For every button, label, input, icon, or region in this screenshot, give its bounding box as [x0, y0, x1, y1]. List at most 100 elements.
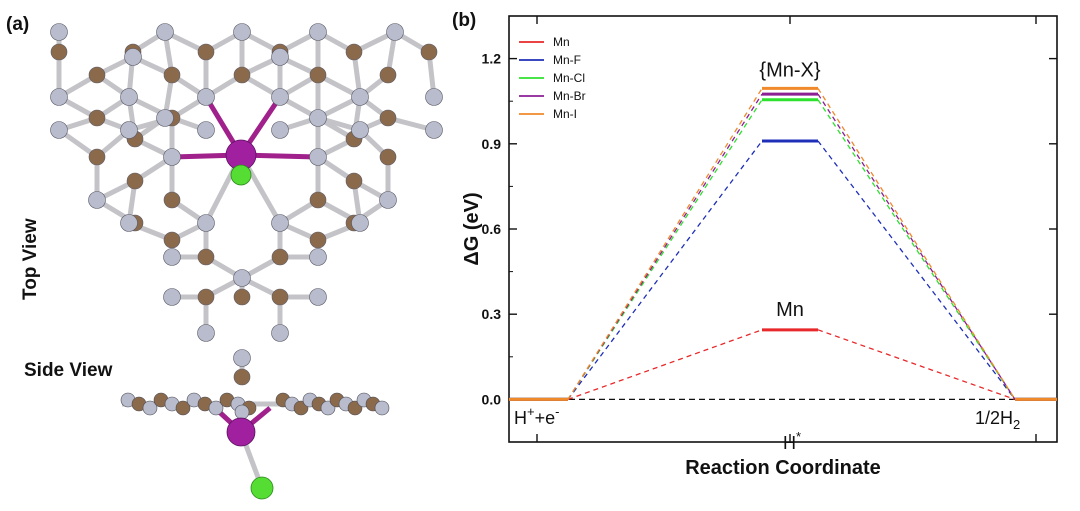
nitrogen-atom — [271, 324, 289, 342]
nitrogen-atom — [309, 23, 327, 41]
nitrogen-atom — [379, 191, 397, 209]
carbon-atom — [379, 148, 397, 166]
nitrogen-atom — [271, 121, 289, 139]
structure-panel: Top View Side View — [20, 23, 443, 500]
side-bond-layer — [122, 401, 383, 489]
annotation-mn: Mn — [776, 299, 804, 321]
series-layer — [509, 86, 1057, 401]
series-mn-i — [509, 86, 1057, 401]
atom-layer — [50, 23, 443, 386]
connector-line — [817, 140, 1016, 400]
carbon-atom — [345, 172, 363, 190]
nitrogen-atom — [233, 349, 251, 367]
carbon-atom — [88, 148, 106, 166]
nitrogen-atom — [120, 121, 138, 139]
y-tick-label: 0.0 — [482, 391, 502, 407]
nitrogen-atom — [156, 23, 174, 41]
legend-label: Mn-Cl — [553, 71, 585, 85]
series-mn-f — [509, 139, 1057, 401]
carbon-atom — [309, 66, 327, 84]
legend-label: Mn-Br — [553, 89, 586, 103]
carbon-atom — [379, 109, 397, 127]
nitrogen-atom — [197, 88, 215, 106]
nitrogen-atom — [50, 88, 68, 106]
nitrogen-atom — [120, 214, 138, 232]
halogen-atom — [230, 164, 252, 186]
y-tick-label: 0.3 — [482, 306, 502, 322]
nitrogen-atom — [271, 48, 289, 66]
y-tick-label: 0.9 — [482, 136, 502, 152]
side-atom-layer — [120, 392, 390, 500]
carbon-atom — [271, 288, 289, 306]
nitrogen-atom — [309, 148, 327, 166]
nitrogen-atom — [163, 288, 181, 306]
series-mn-cl — [509, 98, 1057, 401]
energy-chart: 0.0 0.3 0.6 0.9 1.2 H++e- H* 1/2H2 Mn Mn-F Mn-Cl… — [461, 15, 1058, 479]
connector-line — [817, 88, 1016, 400]
top-view-label: Top View — [20, 218, 41, 300]
side-nitrogen-atom — [142, 400, 158, 416]
legend-label: Mn-I — [553, 107, 577, 121]
carbon-atom — [163, 66, 181, 84]
nitrogen-atom — [88, 191, 106, 209]
panel-a-label: (a) — [6, 14, 29, 35]
nitrogen-atom — [197, 121, 215, 139]
carbon-atom — [309, 231, 327, 249]
carbon-atom — [163, 231, 181, 249]
nitrogen-atom — [120, 88, 138, 106]
nitrogen-atom — [233, 23, 251, 41]
legend: Mn Mn-F Mn-Cl Mn-Br Mn-I — [519, 35, 586, 121]
side-view-structure — [120, 392, 390, 500]
side-halogen-atom — [250, 476, 274, 500]
nitrogen-atom — [163, 148, 181, 166]
side-nitrogen-atom — [208, 400, 224, 416]
x-category-label: 1/2H2 — [975, 408, 1020, 432]
x-category-label: H++e- — [514, 404, 559, 428]
nitrogen-atom — [50, 23, 68, 41]
connector-line — [567, 99, 763, 400]
y-axis-title: ΔG (eV) — [461, 192, 483, 265]
side-view-label: Side View — [24, 360, 113, 381]
nitrogen-atom — [233, 269, 251, 287]
connector-line — [817, 329, 1016, 401]
x-axis: H++e- H* 1/2H2 — [514, 16, 1037, 453]
nitrogen-atom — [351, 214, 369, 232]
carbon-atom — [163, 191, 181, 209]
nitrogen-atom — [425, 121, 443, 139]
connector-line — [817, 93, 1016, 400]
carbon-atom — [345, 43, 363, 61]
annotation-mn-x: {Mn-X} — [759, 59, 820, 81]
top-view-structure — [50, 23, 443, 386]
carbon-atom — [309, 191, 327, 209]
carbon-atom — [88, 66, 106, 84]
carbon-atom — [88, 109, 106, 127]
bond-layer — [56, 29, 437, 380]
side-manganese-atom — [226, 417, 256, 447]
nitrogen-atom — [197, 214, 215, 232]
nitrogen-atom — [50, 121, 68, 139]
nitrogen-atom — [163, 248, 181, 266]
side-nitrogen-atom — [234, 404, 250, 420]
nitrogen-atom — [124, 48, 142, 66]
carbon-atom — [197, 248, 215, 266]
nitrogen-atom — [309, 248, 327, 266]
connector-line — [817, 99, 1016, 400]
nitrogen-atom — [425, 88, 443, 106]
x-axis-title: Reaction Coordinate — [685, 457, 881, 479]
nitrogen-atom — [309, 109, 327, 127]
nitrogen-atom — [309, 288, 327, 306]
carbon-atom — [271, 248, 289, 266]
carbon-atom — [233, 66, 251, 84]
legend-label: Mn-F — [553, 53, 581, 67]
nitrogen-atom — [271, 214, 289, 232]
carbon-atom — [379, 66, 397, 84]
y-tick-label: 1.2 — [482, 51, 502, 67]
carbon-atom — [50, 43, 68, 61]
carbon-atom — [197, 43, 215, 61]
nitrogen-atom — [351, 88, 369, 106]
carbon-atom — [233, 288, 251, 306]
carbon-atom — [233, 368, 251, 386]
nitrogen-atom — [386, 23, 404, 41]
x-category-label: H* — [783, 429, 801, 453]
